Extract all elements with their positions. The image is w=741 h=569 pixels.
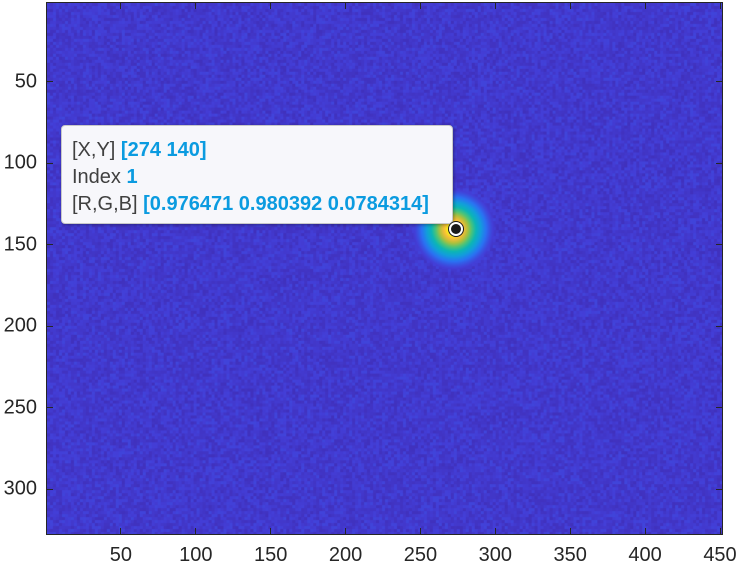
datatip-rgb-label: [R,G,B] bbox=[72, 193, 138, 215]
x-tick-label: 150 bbox=[253, 544, 288, 566]
datatip-index-row: Index 1 bbox=[72, 164, 452, 191]
datatip-rgb-value: [0.976471 0.980392 0.0784314] bbox=[143, 193, 429, 215]
x-tick-mark bbox=[494, 528, 496, 534]
y-tick-mark bbox=[716, 81, 722, 83]
x-tick-mark bbox=[494, 3, 496, 9]
y-tick-label: 250 bbox=[3, 396, 37, 419]
x-tick-mark bbox=[644, 3, 646, 9]
x-tick-label: 300 bbox=[478, 544, 513, 566]
x-tick-mark bbox=[419, 3, 421, 9]
x-tick-mark bbox=[120, 3, 122, 9]
y-tick-mark bbox=[47, 81, 53, 83]
heatmap-image[interactable] bbox=[47, 3, 722, 534]
x-tick-label: 400 bbox=[628, 544, 662, 566]
x-tick-mark bbox=[569, 528, 571, 534]
datatip-xy-row: [X,Y] [274 140] bbox=[72, 137, 452, 164]
y-tick-mark bbox=[47, 244, 53, 246]
x-tick-mark bbox=[195, 528, 197, 534]
heatmap-plot-area[interactable] bbox=[46, 2, 723, 535]
x-tick-mark bbox=[719, 3, 721, 9]
x-tick-mark bbox=[270, 3, 272, 9]
y-tick-label: 100 bbox=[3, 151, 37, 174]
x-tick-mark bbox=[345, 3, 347, 9]
y-tick-label: 200 bbox=[3, 314, 37, 337]
x-tick-mark bbox=[569, 3, 571, 9]
x-tick-mark bbox=[644, 528, 646, 534]
x-tick-mark bbox=[195, 3, 197, 9]
y-tick-label: 50 bbox=[14, 70, 37, 93]
datatip-index-value: 1 bbox=[126, 166, 138, 188]
x-tick-label: 250 bbox=[403, 544, 438, 566]
datatip-index-label: Index bbox=[72, 166, 121, 188]
y-tick-mark bbox=[716, 162, 722, 164]
y-tick-mark bbox=[716, 488, 722, 490]
y-tick-mark bbox=[716, 325, 722, 327]
datatip-marker[interactable] bbox=[449, 221, 464, 236]
y-tick-mark bbox=[47, 488, 53, 490]
x-tick-label: 200 bbox=[328, 544, 363, 566]
y-tick-label: 300 bbox=[3, 477, 37, 500]
x-tick-mark bbox=[270, 528, 272, 534]
x-tick-mark bbox=[120, 528, 122, 534]
datatip-xy-label: [X,Y] bbox=[72, 139, 116, 161]
y-tick-mark bbox=[47, 325, 53, 327]
y-tick-mark bbox=[716, 244, 722, 246]
datatip[interactable]: [X,Y] [274 140] Index 1 [R,G,B] [0.97647… bbox=[61, 125, 453, 224]
y-tick-mark bbox=[716, 407, 722, 409]
y-tick-mark bbox=[47, 162, 53, 164]
x-tick-mark bbox=[419, 528, 421, 534]
datatip-xy-value: [274 140] bbox=[120, 139, 207, 161]
y-tick-mark bbox=[47, 407, 53, 409]
datatip-rgb-row: [R,G,B] [0.976471 0.980392 0.0784314] bbox=[72, 191, 452, 218]
y-tick-label: 150 bbox=[3, 233, 37, 256]
x-tick-label: 50 bbox=[109, 544, 132, 566]
x-tick-mark bbox=[719, 528, 721, 534]
x-tick-mark bbox=[345, 528, 347, 534]
x-tick-label: 100 bbox=[179, 544, 213, 566]
x-tick-label: 350 bbox=[553, 544, 587, 566]
x-tick-label: 450 bbox=[703, 544, 737, 566]
